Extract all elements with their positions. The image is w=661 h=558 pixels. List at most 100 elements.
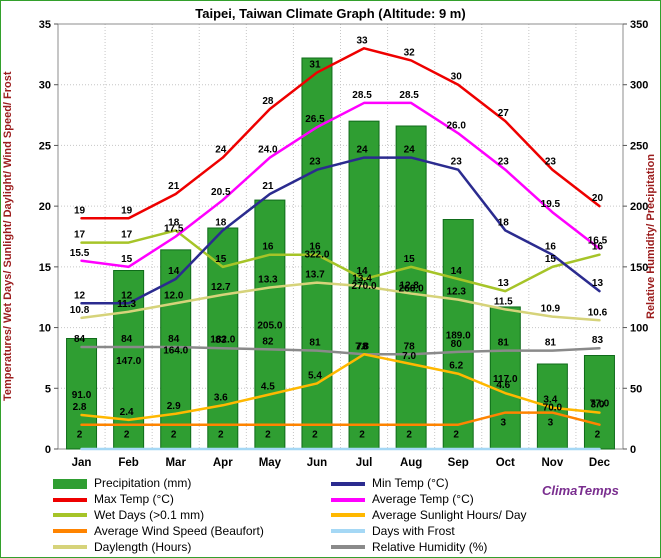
right-tick-label: 350 — [630, 19, 648, 31]
data-label: 12.7 — [211, 282, 231, 293]
month-label-jul: Jul — [356, 457, 373, 469]
legend-label: Precipitation (mm) — [94, 476, 192, 491]
legend-label: Min Temp (°C) — [372, 476, 449, 491]
month-label-sep: Sep — [448, 457, 469, 469]
chart-title: Taipei, Taiwan Climate Graph (Altitude: … — [195, 6, 466, 21]
data-label: 3 — [501, 418, 507, 429]
bar-precipitation-sep — [442, 219, 474, 450]
data-label: 30 — [451, 72, 463, 83]
data-label: 27 — [498, 108, 510, 119]
data-label: 270.0 — [352, 281, 377, 292]
data-label: 78 — [404, 341, 416, 352]
data-label: 15 — [404, 254, 416, 265]
data-label: 77.0 — [590, 398, 610, 409]
legend-swatch-average-wind-speed-beaufort — [53, 529, 87, 534]
month-label-oct: Oct — [496, 457, 515, 469]
climatemps-watermark: ClimaTemps — [542, 483, 619, 498]
legend-item-daylength-hours: Daylength (Hours) — [53, 539, 331, 555]
data-label: 83 — [592, 335, 604, 346]
left-tick-label: 30 — [39, 80, 51, 92]
data-label: 2 — [406, 430, 412, 441]
left-tick-label: 15 — [39, 262, 51, 274]
line-avg-temp — [80, 101, 601, 269]
month-label-feb: Feb — [118, 457, 138, 469]
month-label-may: May — [259, 457, 282, 469]
data-label: 10.8 — [70, 305, 90, 316]
left-tick-label: 0 — [45, 444, 51, 456]
legend-item-relative-humidity: Relative Humidity (%) — [331, 539, 641, 555]
data-label: 32 — [404, 47, 416, 58]
legend-label: Relative Humidity (%) — [372, 539, 488, 554]
data-label: 11.5 — [494, 296, 513, 307]
right-tick-label: 250 — [630, 140, 648, 152]
data-label: 84 — [74, 334, 86, 345]
data-label: 16 — [262, 242, 274, 253]
data-label: 189.0 — [446, 330, 471, 341]
data-label: 6.2 — [449, 361, 463, 372]
data-label: 164.0 — [163, 345, 188, 356]
line-wind — [80, 411, 601, 426]
legend-item-average-temp-c: Average Temp (°C) — [331, 492, 641, 508]
data-label: 147.0 — [116, 356, 141, 367]
month-label-jun: Jun — [307, 457, 327, 469]
legend-swatch-average-temp-c — [331, 497, 365, 502]
data-label: 13 — [498, 278, 510, 289]
legend-label: Average Sunlight Hours/ Day — [372, 507, 527, 522]
line-humidity — [80, 345, 601, 356]
data-label: 28 — [262, 96, 274, 107]
data-label: 18 — [215, 217, 227, 228]
data-label: 2.8 — [73, 402, 87, 413]
right-tick-label: 0 — [630, 444, 636, 456]
data-label: 17 — [121, 230, 133, 241]
data-label: 205.0 — [257, 321, 282, 332]
left-tick-label: 25 — [39, 140, 51, 152]
data-label: 70.0 — [543, 403, 563, 414]
left-tick-label: 20 — [39, 201, 51, 213]
right-tick-label: 150 — [630, 262, 648, 274]
data-label: 16 — [545, 242, 557, 253]
data-label: 23 — [498, 157, 510, 168]
right-tick-label: 50 — [630, 383, 642, 395]
left-tick-label: 35 — [39, 19, 51, 31]
data-label: 10.9 — [541, 304, 561, 315]
data-label: 322.0 — [304, 250, 329, 261]
legend-swatch-precipitation-mm — [53, 478, 87, 489]
line-daylength — [80, 281, 601, 322]
data-label: 23 — [451, 157, 463, 168]
data-label: 26.5 — [305, 114, 325, 125]
data-label: 26.0 — [446, 120, 466, 131]
data-label: 19 — [74, 205, 86, 216]
data-label: 81 — [498, 338, 510, 349]
data-label: 82 — [262, 336, 274, 347]
data-label: 23 — [545, 157, 557, 168]
legend-swatch-daylength-hours — [53, 545, 87, 550]
bar-precipitation-aug — [395, 125, 427, 450]
data-label: 117.0 — [493, 374, 518, 385]
data-label: 2 — [265, 430, 271, 441]
data-label: 3 — [548, 418, 554, 429]
data-label: 84 — [121, 334, 133, 345]
data-label: 24 — [356, 145, 368, 156]
legend-item-min-temp-c: Min Temp (°C) — [331, 476, 641, 492]
data-label: 12 — [121, 290, 133, 301]
data-label: 20.5 — [211, 187, 231, 198]
data-label: 19.5 — [541, 199, 561, 210]
data-label: 81 — [309, 338, 321, 349]
data-label: 13.4 — [352, 273, 372, 284]
data-label: 15 — [121, 254, 133, 265]
data-label: 17.5 — [164, 224, 184, 235]
legend-item-wet-days-0-1-mm: Wet Days (>0.1 mm) — [53, 508, 331, 524]
data-label: 18 — [498, 217, 510, 228]
month-label-nov: Nov — [542, 457, 564, 469]
legend-swatch-average-sunlight-hours-day — [331, 513, 365, 518]
data-label: 14 — [451, 266, 463, 277]
data-label: 2 — [77, 430, 83, 441]
data-label: 3.0 — [591, 400, 605, 411]
data-label: 21 — [168, 181, 180, 192]
data-label: 2 — [218, 430, 224, 441]
data-label: 2 — [453, 430, 459, 441]
legend-label: Days with Frost — [372, 523, 455, 538]
left-tick-label: 5 — [45, 383, 51, 395]
left-tick-label: 10 — [39, 323, 51, 335]
